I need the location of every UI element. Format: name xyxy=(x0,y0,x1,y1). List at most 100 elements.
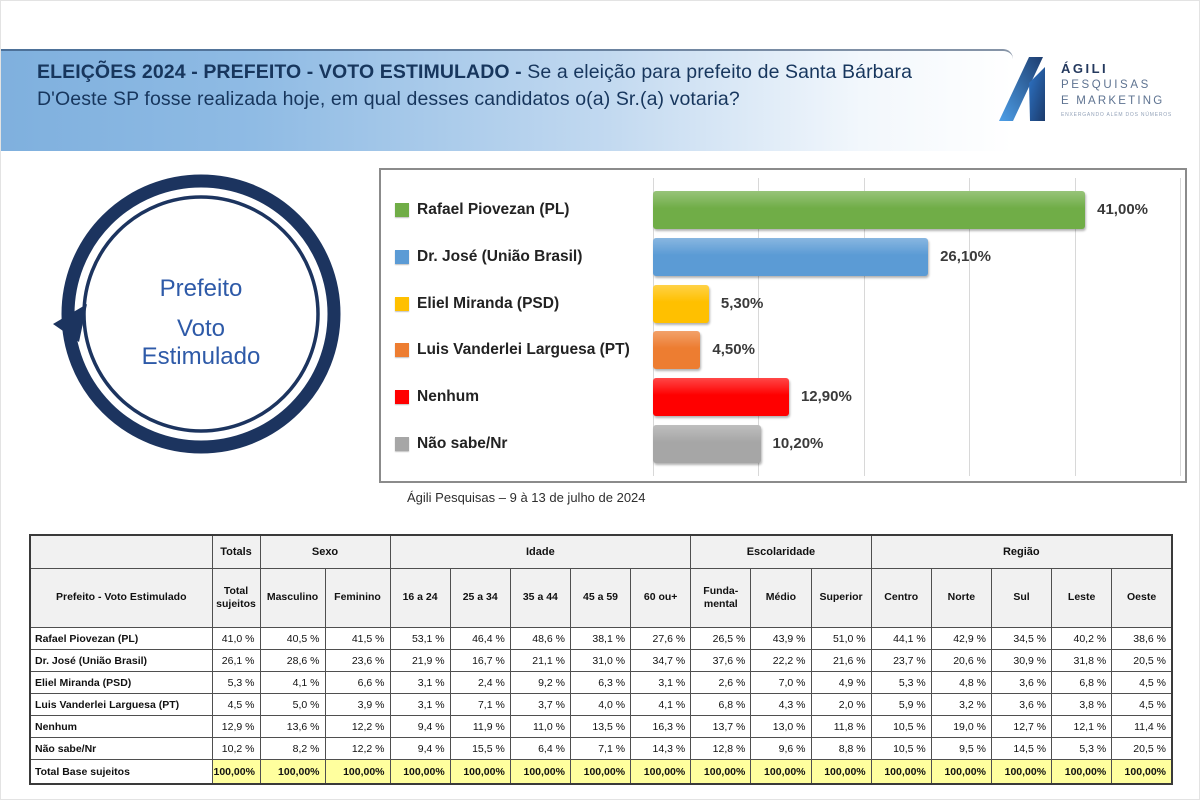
value-cell: 27,6 % xyxy=(630,627,692,650)
legend-swatch-icon xyxy=(395,343,409,358)
badge-arrowhead-icon xyxy=(53,304,87,342)
bar-value-label: 12,90% xyxy=(800,388,852,406)
value-cell: 16,7 % xyxy=(449,649,511,672)
total-value-cell: 100,00% xyxy=(389,759,451,785)
table-group-header-row: Totals Sexo Idade Escolaridade Região xyxy=(29,534,1173,569)
chart-gridline xyxy=(758,178,760,476)
page-title-bold: ELEIÇÕES 2024 - PREFEITO - VOTO ESTIMULA… xyxy=(37,61,528,83)
value-cell: 4,3 % xyxy=(750,693,812,716)
value-cell: 5,3 % xyxy=(211,671,261,694)
value-cell: 3,1 % xyxy=(389,671,451,694)
value-cell: 5,3 % xyxy=(1051,737,1113,760)
value-cell: 14,3 % xyxy=(630,737,692,760)
total-value-cell: 100,00% xyxy=(259,759,326,785)
bar-chart: 41,00% 26,10% 5,30% 4,50% 12,90% 10,20% Rafae… xyxy=(379,168,1187,483)
value-cell: 21,1 % xyxy=(509,649,571,672)
row-label-cell: Eliel Miranda (PSD) xyxy=(29,671,213,694)
table-column-header-cell: Superior xyxy=(810,568,872,628)
value-cell: 3,6 % xyxy=(990,693,1053,716)
value-cell: 12,9 % xyxy=(211,715,261,738)
total-value-cell: 100,00% xyxy=(449,759,511,785)
table-column-header-row: Prefeito - Voto Estimulado Total sujeitos… xyxy=(29,568,1173,628)
value-cell: 3,9 % xyxy=(324,693,391,716)
row-label-cell: Dr. José (União Brasil) xyxy=(29,649,213,672)
value-cell: 6,3 % xyxy=(569,671,632,694)
value-cell: 20,5 % xyxy=(1111,737,1173,760)
total-value-cell: 100,00% xyxy=(1111,759,1173,785)
value-cell: 11,9 % xyxy=(449,715,511,738)
table-group-header-cell: Região xyxy=(870,534,1173,569)
value-cell: 46,4 % xyxy=(449,627,511,650)
value-cell: 40,5 % xyxy=(259,627,326,650)
value-cell: 3,8 % xyxy=(1051,693,1113,716)
value-cell: 34,7 % xyxy=(630,649,692,672)
value-cell: 51,0 % xyxy=(810,627,872,650)
circle-badge-icon xyxy=(53,174,341,454)
value-cell: 5,3 % xyxy=(870,671,932,694)
table-row: Eliel Miranda (PSD) 5,3 % 4,1 % 6,6 % 3,1 % 2… xyxy=(29,671,1173,694)
agili-logo: ÁGILI PESQUISAS E MARKETING ENXERGANDO A… xyxy=(999,53,1189,133)
value-cell: 44,1 % xyxy=(870,627,932,650)
table-column-header-cell: Médio xyxy=(750,568,812,628)
value-cell: 30,9 % xyxy=(990,649,1053,672)
value-cell: 10,2 % xyxy=(211,737,261,760)
logo-name: ÁGILI xyxy=(1061,61,1109,76)
value-cell: 42,9 % xyxy=(930,627,992,650)
value-cell: 12,1 % xyxy=(1051,715,1113,738)
value-cell: 40,2 % xyxy=(1051,627,1113,650)
value-cell: 12,2 % xyxy=(324,715,391,738)
legend-label: Nenhum xyxy=(417,388,479,406)
value-cell: 8,8 % xyxy=(810,737,872,760)
legend-label: Rafael Piovezan (PL) xyxy=(417,201,570,218)
legend-label: Luis Vanderlei Larguesa (PT) xyxy=(417,341,630,359)
table-row: Nenhum 12,9 % 13,6 % 12,2 % 9,4 % 11,9 % 11,0 … xyxy=(29,715,1173,738)
value-cell: 19,0 % xyxy=(930,715,992,738)
legend-item: Luis Vanderlei Larguesa (PT) xyxy=(395,339,630,361)
legend-item: Não sabe/Nr xyxy=(395,433,507,455)
table-column-header-cell: 45 a 59 xyxy=(569,568,632,628)
legend-swatch-icon xyxy=(395,203,409,217)
value-cell: 20,6 % xyxy=(930,649,992,672)
data-bar xyxy=(653,331,701,370)
table-column-header-cell: Norte xyxy=(930,568,992,628)
value-cell: 12,7 % xyxy=(990,715,1053,738)
value-cell: 9,4 % xyxy=(389,737,451,760)
value-cell: 28,6 % xyxy=(259,649,326,672)
value-cell: 8,2 % xyxy=(259,737,326,760)
chart-gridline xyxy=(863,178,865,476)
data-bar xyxy=(653,237,929,276)
crosstab-wrap: Totals Sexo Idade Escolaridade Região Prefeit… xyxy=(29,534,1173,785)
total-label-cell: Total Base sujeitos xyxy=(29,759,213,785)
chart-gridline xyxy=(1074,178,1076,476)
total-value-cell: 100,00% xyxy=(324,759,391,785)
value-cell: 16,3 % xyxy=(630,715,692,738)
value-cell: 31,0 % xyxy=(569,649,632,672)
table-column-header-cell: Funda­mental xyxy=(690,568,752,628)
value-cell: 4,5 % xyxy=(1111,671,1173,694)
badge-line3: Estimulado xyxy=(141,343,261,370)
table-column-header-cell: Oeste xyxy=(1111,568,1173,628)
value-cell: 3,7 % xyxy=(509,693,571,716)
crosstab-body: Totals Sexo Idade Escolaridade Região Prefeit… xyxy=(29,534,1173,785)
page-title-rest: Se a eleição para prefeito de Santa Bárb… xyxy=(37,61,913,110)
legend-label: Dr. José (União Brasil) xyxy=(417,247,583,265)
table-column-header-cell: 60 ou+ xyxy=(630,568,692,628)
value-cell: 3,1 % xyxy=(630,671,692,694)
value-cell: 31,8 % xyxy=(1051,649,1113,672)
total-value-cell: 100,00% xyxy=(870,759,932,785)
value-cell: 6,8 % xyxy=(1051,671,1113,694)
page-title: ELEIÇÕES 2024 - PREFEITO - VOTO ESTIMULA… xyxy=(37,59,957,112)
value-cell: 38,6 % xyxy=(1111,627,1173,650)
value-cell: 26,5 % xyxy=(690,627,752,650)
badge-title: Prefeito Voto Estimulado xyxy=(51,164,351,464)
value-cell: 53,1 % xyxy=(389,627,451,650)
table-column-header-cell: Centro xyxy=(870,568,932,628)
value-cell: 20,5 % xyxy=(1111,649,1173,672)
table-column-header-cell: 35 a 44 xyxy=(509,568,571,628)
value-cell: 15,5 % xyxy=(449,737,511,760)
data-bar xyxy=(653,191,1086,229)
value-cell: 4,8 % xyxy=(930,671,992,694)
bar-value-label: 5,30% xyxy=(720,294,764,312)
value-cell: 11,0 % xyxy=(509,715,571,738)
